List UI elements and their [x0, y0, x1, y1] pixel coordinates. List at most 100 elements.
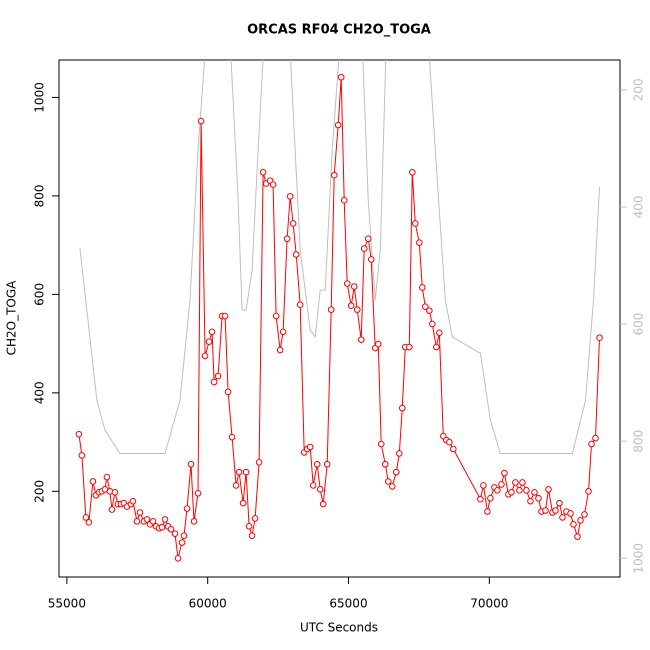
y2-tick-label: 600 [632, 313, 646, 336]
x-tick-label: 60000 [189, 597, 227, 611]
y-tick-label: 400 [33, 381, 47, 404]
data-point [78, 452, 86, 459]
data-point [422, 303, 429, 310]
data-point [556, 499, 563, 507]
y-tick-label: 200 [33, 480, 47, 503]
y-tick-label: 800 [33, 184, 47, 207]
data-point [214, 372, 222, 380]
data-point [353, 306, 361, 313]
data-point [405, 343, 413, 351]
data-point [570, 521, 577, 528]
x-tick-label: 55000 [48, 597, 86, 611]
data-point [224, 388, 232, 396]
data-point [384, 478, 392, 485]
data-point [581, 511, 588, 518]
data-point [574, 533, 581, 540]
data-point [392, 468, 400, 476]
data-point [487, 494, 494, 502]
data-point [567, 510, 574, 517]
data-point [450, 445, 457, 453]
y2-tick-label: 400 [632, 196, 646, 219]
data-point [210, 378, 218, 386]
plot-frame [58, 59, 621, 578]
data-line [78, 77, 600, 559]
data-point [323, 460, 331, 468]
data-point [178, 539, 186, 546]
data-point [498, 481, 505, 488]
data-point [446, 438, 453, 446]
data-point [208, 328, 216, 336]
data-point [143, 516, 151, 523]
data-point [340, 197, 348, 204]
y2-tick-label: 1000 [632, 543, 646, 574]
x-tick-label: 70000 [470, 597, 508, 611]
x-tick-label: 65000 [329, 597, 367, 611]
data-point [357, 336, 365, 343]
data-point [183, 505, 191, 512]
data-point [592, 434, 599, 442]
data-point [201, 352, 209, 360]
data-point [149, 518, 157, 525]
y2-tick-label: 800 [632, 430, 646, 453]
data-point [381, 460, 389, 468]
y-tick-label: 1000 [33, 82, 47, 113]
data-point [269, 181, 277, 188]
data-point [180, 532, 188, 539]
y2-tick-label: 200 [632, 78, 646, 101]
data-point [418, 284, 426, 291]
data-point [313, 460, 321, 468]
x-axis-label: UTC Seconds [300, 621, 378, 635]
data-point [75, 430, 83, 438]
data-point [306, 443, 314, 451]
data-point [319, 500, 327, 508]
data-point [194, 489, 202, 497]
data-point [283, 235, 291, 243]
data-point [494, 487, 501, 494]
data-point [395, 450, 403, 457]
data-point [111, 489, 119, 496]
data-point [519, 479, 526, 486]
data-point [245, 522, 253, 530]
data-point [251, 515, 259, 522]
data-point [316, 486, 324, 493]
data-point [158, 523, 166, 531]
data-point [292, 251, 300, 258]
data-point [190, 518, 198, 525]
data-point [327, 306, 335, 313]
data-point [161, 516, 169, 523]
data-point [296, 301, 304, 309]
data-point [136, 509, 144, 516]
data-point [103, 473, 111, 481]
data-point [259, 168, 267, 176]
data-point [289, 220, 297, 227]
data-point [347, 302, 355, 309]
data-point [235, 468, 243, 476]
data-point [221, 312, 229, 320]
data-point [242, 468, 250, 476]
data-point [187, 460, 195, 468]
data-point [542, 507, 549, 514]
data-point [248, 532, 256, 539]
data-point [411, 220, 419, 227]
data-point [388, 483, 396, 490]
data-point [429, 320, 436, 328]
data-point [585, 488, 592, 495]
data-point [129, 497, 137, 505]
secondary-line [79, 60, 600, 454]
data-point [409, 168, 416, 176]
data-point [512, 479, 519, 486]
data-point [276, 346, 284, 354]
data-point [133, 518, 141, 525]
data-point [228, 433, 236, 441]
data-point [171, 530, 179, 537]
data-point [398, 404, 406, 412]
data-point [350, 283, 358, 290]
data-point [416, 239, 423, 246]
chart-title: ORCAS RF04 CH2O_TOGA [247, 23, 431, 38]
data-point [545, 486, 552, 493]
data-point [588, 440, 595, 448]
data-point [108, 506, 116, 513]
data-point [436, 329, 443, 337]
y-tick-label: 600 [33, 283, 47, 306]
data-point [367, 256, 375, 263]
